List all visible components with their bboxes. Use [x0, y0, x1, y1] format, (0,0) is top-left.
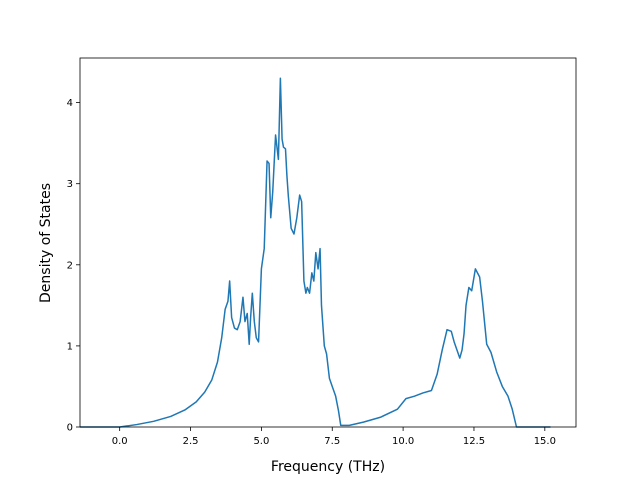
x-axis-label: Frequency (THz)	[271, 459, 385, 475]
axes-frame	[79, 57, 577, 428]
y-axis-label: Density of States	[38, 183, 54, 303]
y-axis-ticks: 0 1 2 3 4	[67, 98, 80, 434]
y-tick-label: 1	[67, 341, 73, 352]
x-tick-label: 10.0	[392, 436, 414, 447]
x-axis-ticks: 0.0 2.5 5.0 7.5 10.0 12.5 15.0	[112, 427, 556, 447]
y-tick-label: 4	[67, 98, 73, 109]
x-tick-label: 2.5	[183, 436, 199, 447]
dos-series-line-0	[80, 77, 551, 428]
x-tick-label: 7.5	[324, 436, 340, 447]
y-tick-label: 2	[67, 260, 73, 271]
y-tick-label: 3	[67, 179, 73, 190]
x-tick-label: 0.0	[112, 436, 128, 447]
plot-area	[79, 57, 577, 428]
y-tick-label: 0	[67, 423, 73, 434]
x-tick-label: 12.5	[463, 436, 485, 447]
x-tick-label: 5.0	[253, 436, 269, 447]
x-tick-label: 15.0	[534, 436, 556, 447]
